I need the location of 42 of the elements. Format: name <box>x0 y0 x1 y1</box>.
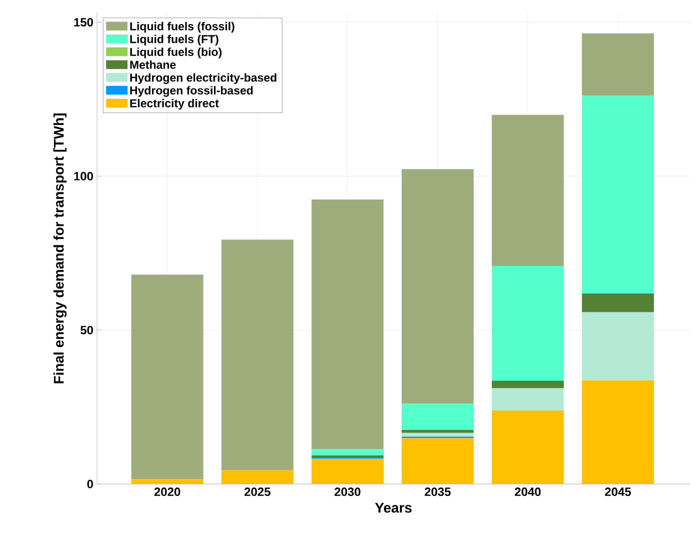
x-tick-label: 2035 <box>424 488 451 496</box>
legend-label: Liquid fuels (fossil) <box>130 22 234 33</box>
x-tick-label: 2020 <box>154 488 180 496</box>
legend-label: Methane <box>130 60 176 69</box>
bar <box>221 470 294 484</box>
bar <box>582 293 654 312</box>
y-tick-label: 100 <box>74 172 93 180</box>
x-axis-title: Years <box>375 502 412 513</box>
y-tick-label: 150 <box>74 18 93 26</box>
bar <box>312 449 384 456</box>
x-tick-label: 2030 <box>334 488 360 496</box>
bar <box>582 96 654 294</box>
x-tick-label: 2025 <box>244 488 270 496</box>
bar <box>492 380 564 388</box>
bar <box>492 114 564 266</box>
legend-label: Liquid fuels (FT) <box>130 34 218 46</box>
bar <box>402 404 474 430</box>
bar <box>312 458 384 484</box>
bar <box>582 312 654 380</box>
bar <box>402 438 474 484</box>
bar <box>492 266 564 381</box>
y-axis-title: Final energy demand for transport [TWh] <box>53 114 67 384</box>
bar <box>221 240 294 470</box>
bar <box>312 200 384 450</box>
bar <box>402 432 474 437</box>
bar <box>402 169 474 404</box>
bar <box>402 430 474 433</box>
bar <box>582 380 654 484</box>
bar <box>131 479 204 484</box>
bar <box>492 410 564 484</box>
y-tick-label: 0 <box>87 480 93 488</box>
x-tick-label: 2040 <box>514 488 541 496</box>
bar <box>131 274 204 480</box>
x-tick-label: 2045 <box>604 488 631 496</box>
legend-label: Hydrogen fossil-based <box>130 86 253 97</box>
bar <box>492 388 564 410</box>
legend-label: Hydrogen electricity-based <box>130 73 276 84</box>
bar <box>582 33 654 96</box>
legend-label: Liquid fuels (bio) <box>130 48 222 58</box>
legend-label: Electricity direct <box>130 98 219 110</box>
bar <box>312 455 384 458</box>
y-tick-label: 50 <box>80 326 93 334</box>
